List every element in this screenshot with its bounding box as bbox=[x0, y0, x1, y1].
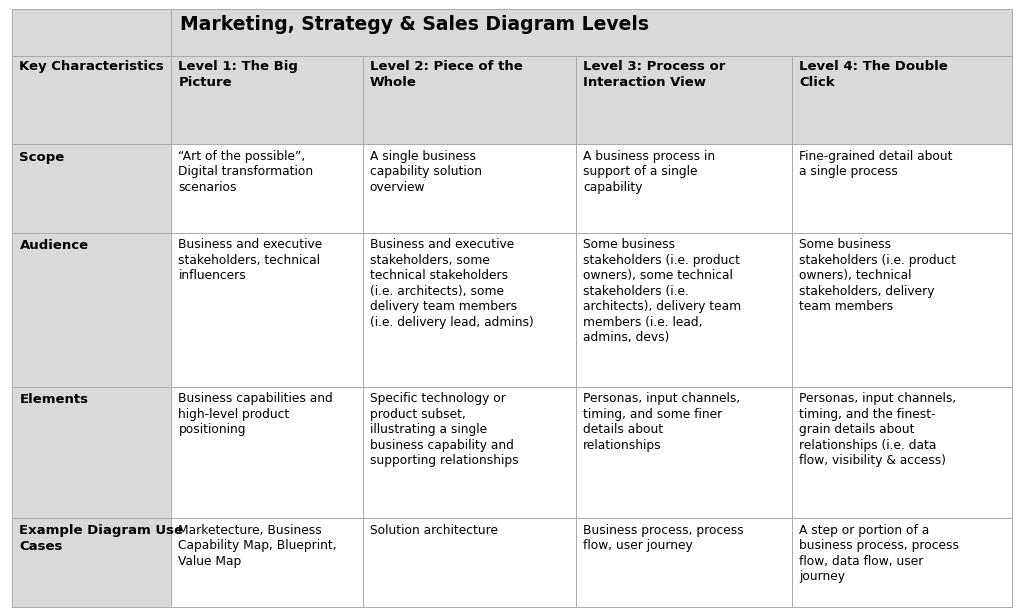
Bar bbox=[12, 518, 171, 607]
Text: Business process, process
flow, user journey: Business process, process flow, user jou… bbox=[583, 524, 743, 552]
Text: Fine-grained detail about
a single process: Fine-grained detail about a single proce… bbox=[800, 150, 953, 179]
Bar bbox=[575, 518, 793, 607]
Bar bbox=[362, 144, 575, 233]
Bar bbox=[575, 387, 793, 518]
Text: Personas, input channels,
timing, and some finer
details about
relationships: Personas, input channels, timing, and so… bbox=[583, 392, 740, 452]
Text: Personas, input channels,
timing, and the finest-
grain details about
relationsh: Personas, input channels, timing, and th… bbox=[800, 392, 956, 468]
Text: Marketing, Strategy & Sales Diagram Levels: Marketing, Strategy & Sales Diagram Leve… bbox=[179, 15, 648, 34]
Text: Example Diagram Use
Cases: Example Diagram Use Cases bbox=[19, 524, 183, 553]
Text: Level 1: The Big
Picture: Level 1: The Big Picture bbox=[178, 60, 298, 89]
Text: Specific technology or
product subset,
illustrating a single
business capability: Specific technology or product subset, i… bbox=[370, 392, 518, 468]
Bar bbox=[171, 56, 362, 144]
Bar bbox=[793, 518, 1012, 607]
Text: Level 4: The Double
Click: Level 4: The Double Click bbox=[800, 60, 948, 89]
Bar bbox=[575, 144, 793, 233]
Bar bbox=[575, 233, 793, 387]
Bar bbox=[12, 9, 171, 56]
Text: Level 3: Process or
Interaction View: Level 3: Process or Interaction View bbox=[583, 60, 725, 89]
Bar bbox=[171, 387, 362, 518]
Bar bbox=[793, 387, 1012, 518]
Bar bbox=[793, 56, 1012, 144]
Bar bbox=[12, 387, 171, 518]
Bar bbox=[12, 56, 171, 144]
Bar bbox=[171, 233, 362, 387]
Bar bbox=[362, 56, 575, 144]
Bar bbox=[793, 233, 1012, 387]
Bar bbox=[575, 56, 793, 144]
Text: Elements: Elements bbox=[19, 393, 88, 406]
Text: Some business
stakeholders (i.e. product
owners), some technical
stakeholders (i: Some business stakeholders (i.e. product… bbox=[583, 238, 741, 344]
Bar bbox=[362, 387, 575, 518]
Bar bbox=[171, 9, 1012, 56]
Text: Business and executive
stakeholders, technical
influencers: Business and executive stakeholders, tec… bbox=[178, 238, 323, 283]
Bar bbox=[12, 144, 171, 233]
Text: “Art of the possible”,
Digital transformation
scenarios: “Art of the possible”, Digital transform… bbox=[178, 150, 313, 194]
Text: Audience: Audience bbox=[19, 239, 89, 252]
Text: Business and executive
stakeholders, some
technical stakeholders
(i.e. architect: Business and executive stakeholders, som… bbox=[370, 238, 534, 329]
Bar bbox=[793, 144, 1012, 233]
Bar bbox=[171, 518, 362, 607]
Text: A step or portion of a
business process, process
flow, data flow, user
journey: A step or portion of a business process,… bbox=[800, 524, 959, 583]
Text: A single business
capability solution
overview: A single business capability solution ov… bbox=[370, 150, 481, 194]
Bar bbox=[362, 518, 575, 607]
Text: A business process in
support of a single
capability: A business process in support of a singl… bbox=[583, 150, 715, 194]
Bar bbox=[12, 233, 171, 387]
Text: Some business
stakeholders (i.e. product
owners), technical
stakeholders, delive: Some business stakeholders (i.e. product… bbox=[800, 238, 956, 314]
Text: Marketecture, Business
Capability Map, Blueprint,
Value Map: Marketecture, Business Capability Map, B… bbox=[178, 524, 337, 568]
Text: Key Characteristics: Key Characteristics bbox=[19, 60, 164, 73]
Text: Business capabilities and
high-level product
positioning: Business capabilities and high-level pro… bbox=[178, 392, 333, 436]
Bar bbox=[171, 144, 362, 233]
Text: Scope: Scope bbox=[19, 150, 65, 163]
Text: Solution architecture: Solution architecture bbox=[370, 524, 498, 537]
Bar bbox=[362, 233, 575, 387]
Text: Level 2: Piece of the
Whole: Level 2: Piece of the Whole bbox=[370, 60, 522, 89]
